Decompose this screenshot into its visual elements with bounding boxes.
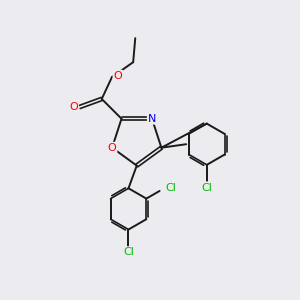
Text: Cl: Cl xyxy=(165,183,176,193)
Text: Cl: Cl xyxy=(201,182,212,193)
Text: O: O xyxy=(113,70,122,81)
Text: N: N xyxy=(148,114,156,124)
Text: O: O xyxy=(108,143,116,153)
Text: O: O xyxy=(69,102,78,112)
Text: Cl: Cl xyxy=(123,247,134,257)
